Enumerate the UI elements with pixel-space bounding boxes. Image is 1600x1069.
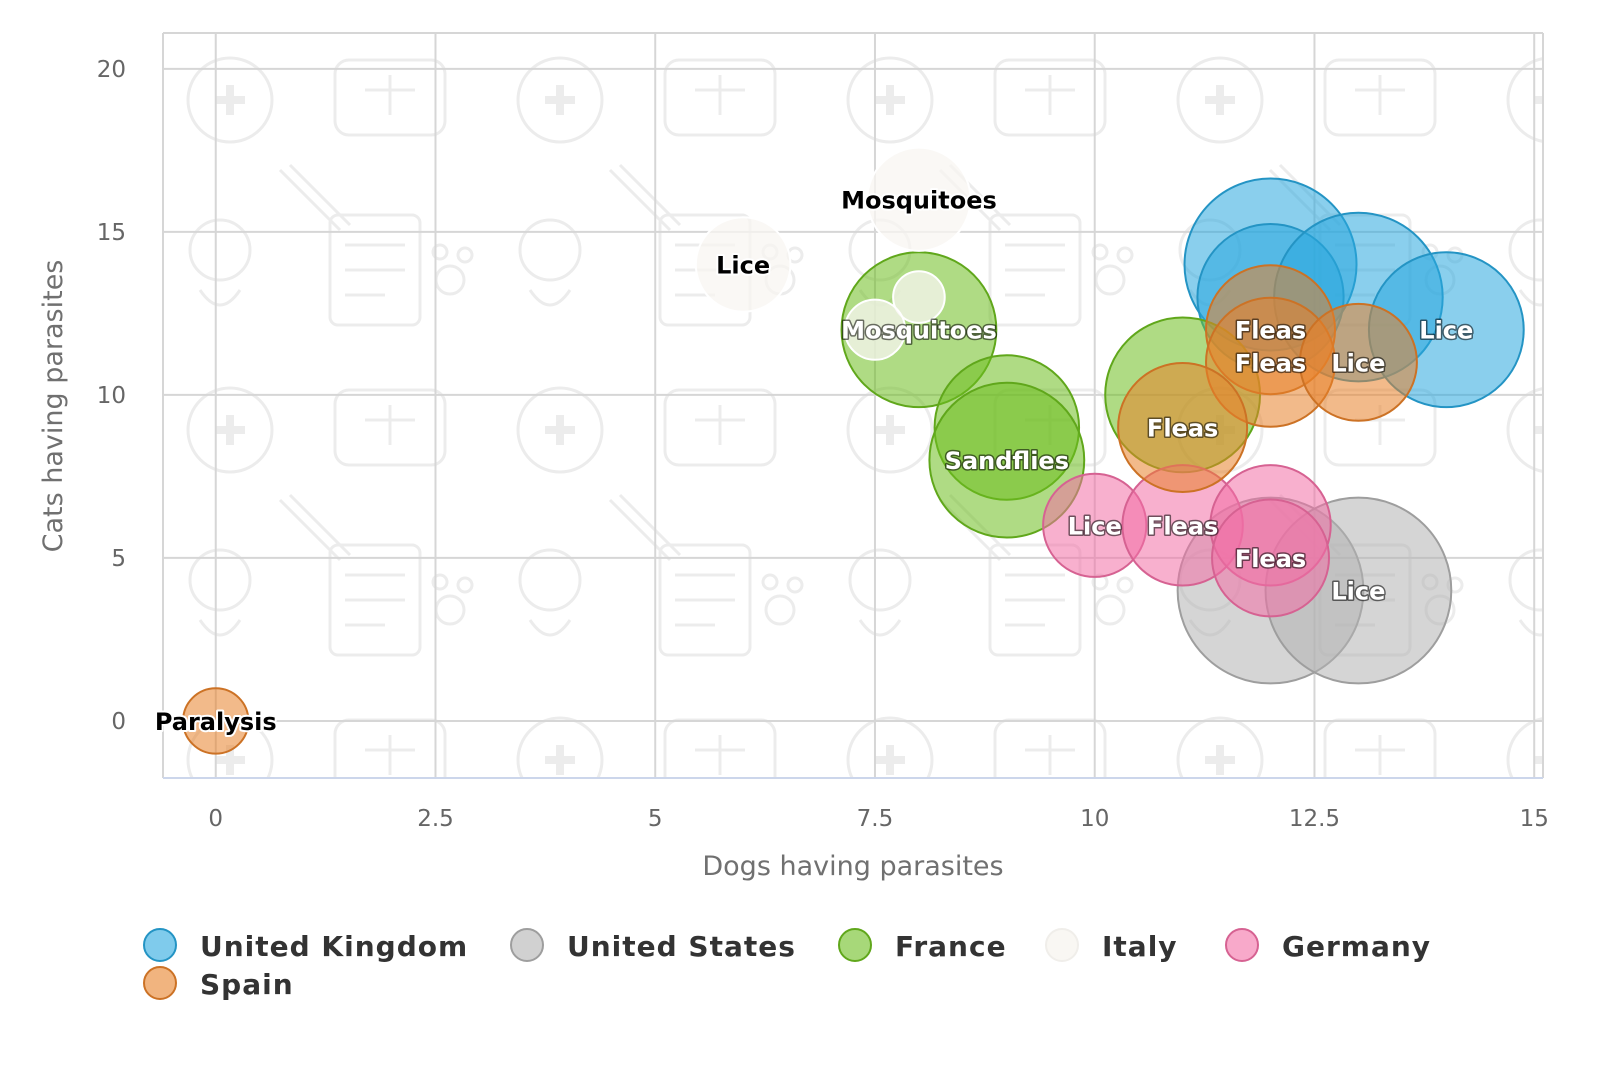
bubble-point[interactable] <box>1211 498 1330 618</box>
x-tick-label: 15 <box>1520 806 1549 832</box>
bubble-data-label: Paralysis <box>155 708 277 736</box>
bubble-point[interactable] <box>694 216 792 313</box>
legend-item-france[interactable]: France <box>838 928 1007 963</box>
bubble-point[interactable] <box>892 270 946 324</box>
legend: United Kingdom United States France Italy Ge… <box>143 928 1431 1001</box>
bubble-point[interactable] <box>928 381 1086 539</box>
legend-marker <box>143 928 177 962</box>
legend-item-united-states[interactable]: United States <box>510 928 796 963</box>
bubble-point[interactable] <box>182 687 250 755</box>
bubble-data-label: Fleas <box>1147 415 1218 443</box>
bubble-data-label: Mosquitoes <box>841 186 997 214</box>
bubble-data-label: Lice <box>1331 578 1385 606</box>
x-tick-label: 5 <box>648 806 663 832</box>
bubble-point[interactable] <box>1117 362 1249 494</box>
legend-label: United States <box>567 930 796 963</box>
y-axis-title: Cats having parasites <box>38 260 69 553</box>
bubble-data-label: Lice <box>1068 512 1122 540</box>
bubble-data-label: Fleas <box>1147 512 1218 540</box>
series-spain <box>182 264 1418 755</box>
bubble-data-label: Sandflies <box>945 447 1069 475</box>
legend-marker <box>1045 928 1079 962</box>
legend-marker <box>838 928 872 962</box>
bubbles <box>182 146 1525 755</box>
legend-item-italy[interactable]: Italy <box>1045 928 1178 963</box>
legend-marker <box>1225 928 1259 962</box>
bubble-point[interactable] <box>843 298 907 361</box>
bubble-point[interactable] <box>1298 302 1418 422</box>
legend-label: France <box>895 930 1007 963</box>
bubble-data-label: Fleas <box>1235 545 1306 573</box>
legend-item-spain[interactable]: Spain <box>143 966 294 1001</box>
x-axis-title: Dogs having parasites <box>702 851 1003 882</box>
bubble-point[interactable] <box>866 146 972 252</box>
y-tick-label: 10 <box>97 383 126 409</box>
legend-marker <box>510 928 544 962</box>
x-tick-label: 12.5 <box>1289 806 1340 832</box>
bubble-data-label: Lice <box>1419 317 1473 345</box>
x-tick-label: 0 <box>208 806 223 832</box>
y-tick-label: 5 <box>111 546 126 572</box>
y-axis-ticks: 0 5 10 15 20 <box>97 57 126 735</box>
x-axis-ticks: 0 2.5 5 7.5 10 12.5 15 <box>208 806 1548 832</box>
x-tick-label: 10 <box>1080 806 1109 832</box>
x-tick-label: 7.5 <box>857 806 894 832</box>
y-tick-label: 20 <box>97 57 126 83</box>
x-tick-label: 2.5 <box>417 806 454 832</box>
legend-label: United Kingdom <box>200 930 468 963</box>
bubble-data-label: Fleas <box>1235 349 1306 377</box>
y-tick-label: 0 <box>111 709 126 735</box>
bubble-labels: Lice Lice Sandflies Mosquitoes Lice Lice Fleas… <box>153 184 1475 738</box>
bubble-data-label: Lice <box>1331 349 1385 377</box>
series-italy <box>694 146 972 361</box>
legend-label: Germany <box>1282 930 1431 963</box>
bubble-data-label: Lice <box>716 251 770 279</box>
legend-marker <box>143 966 177 1000</box>
legend-label: Italy <box>1102 930 1178 963</box>
legend-item-united-kingdom[interactable]: United Kingdom <box>143 928 468 963</box>
bubble-data-label: Fleas <box>1235 317 1306 345</box>
bubble-data-label: Mosquitoes <box>841 317 997 345</box>
y-tick-label: 15 <box>97 220 126 246</box>
bubble-point[interactable] <box>840 251 998 409</box>
series-germany <box>1042 464 1332 618</box>
legend-label: Spain <box>200 968 294 1001</box>
legend-item-germany[interactable]: Germany <box>1225 928 1431 963</box>
gridlines <box>162 32 1544 778</box>
